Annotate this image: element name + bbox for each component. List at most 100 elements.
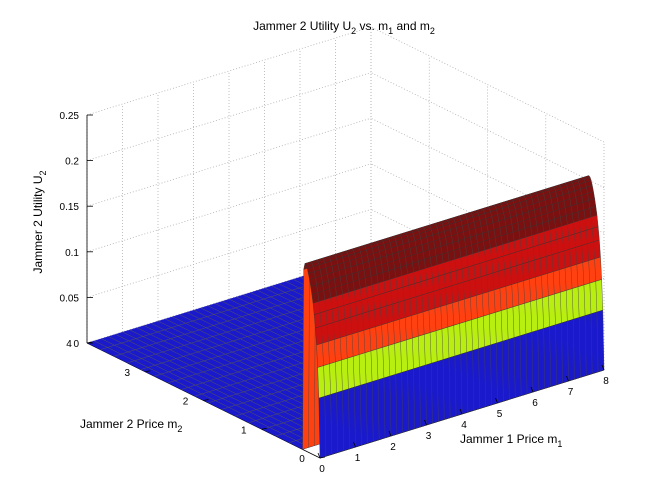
mesh-line [512, 306, 515, 338]
mesh-line [476, 235, 478, 244]
mesh-line [524, 228, 527, 238]
grid-line [370, 117, 605, 234]
mesh-line [577, 286, 580, 318]
mesh-line [441, 222, 444, 227]
mesh-line [562, 194, 565, 201]
mesh-line [352, 356, 355, 388]
mesh-line [390, 290, 393, 305]
mesh-line [444, 231, 446, 238]
z-ticks: 0 0.05 0.1 0.15 0.2 0.25 [60, 111, 93, 350]
x-tick [459, 408, 463, 415]
mesh-line [406, 233, 408, 238]
mesh-line [407, 370, 409, 431]
mesh-line [390, 247, 393, 254]
mesh-line [455, 270, 458, 285]
mesh-line [328, 256, 330, 258]
mesh-line [436, 361, 439, 422]
mesh-line [393, 235, 395, 238]
mesh-line [350, 317, 353, 335]
mesh-line [465, 321, 467, 353]
mesh-line [418, 230, 420, 234]
mesh-line [460, 257, 463, 269]
z-tick-label: 0 [73, 339, 79, 350]
mesh-line [555, 324, 557, 385]
mesh-line [334, 339, 336, 362]
mesh-line [396, 288, 399, 303]
mesh-line [343, 305, 346, 319]
mesh-line [350, 266, 353, 274]
mesh-line [428, 224, 431, 227]
mesh-line [580, 189, 582, 196]
mesh-line [567, 187, 569, 193]
mesh-line [572, 182, 574, 186]
mesh-line [319, 269, 322, 276]
mesh-line [555, 227, 557, 240]
mesh-line [495, 206, 497, 210]
mesh-line [342, 257, 345, 263]
mesh-line [452, 242, 455, 251]
mesh-line [403, 250, 406, 258]
mesh-line [415, 246, 418, 254]
mesh-line [339, 337, 342, 361]
mesh-line [558, 269, 561, 293]
mesh-line [548, 221, 550, 230]
mesh-line [411, 230, 413, 233]
mesh-line [354, 290, 356, 302]
mesh-line [587, 193, 589, 201]
mesh-line [586, 230, 588, 244]
y-tick [319, 456, 326, 459]
mesh-line [365, 383, 368, 444]
mesh-line [375, 326, 378, 350]
mesh-line [576, 264, 579, 287]
mesh-line [448, 357, 451, 418]
mesh-line [531, 198, 534, 204]
mesh-line [325, 267, 328, 275]
mesh-line [366, 249, 368, 256]
mesh-line [321, 275, 323, 283]
mesh-line [413, 368, 415, 429]
mesh-line [589, 283, 592, 314]
mesh-line [386, 306, 388, 324]
x-tick [495, 397, 498, 404]
z-tick-label: 0.2 [65, 157, 79, 168]
mesh-line [551, 204, 554, 212]
mesh-line [345, 275, 348, 284]
mesh-line [508, 205, 510, 212]
mesh-line [583, 284, 586, 316]
mesh-line [510, 267, 512, 285]
mesh-line [349, 303, 352, 318]
mesh-line [484, 213, 487, 219]
mesh-line [389, 242, 392, 248]
mesh-line [347, 358, 349, 389]
mesh-line [576, 179, 579, 181]
mesh-line [428, 249, 431, 258]
mesh-line [431, 266, 433, 279]
y-tick-label: 3 [124, 368, 130, 379]
mesh-line [358, 354, 361, 386]
mesh-line [472, 350, 475, 411]
mesh-line [453, 219, 456, 223]
mesh-line [401, 372, 404, 433]
mesh-line [338, 320, 341, 338]
mesh-line [584, 315, 587, 376]
mesh-line [596, 311, 599, 372]
mesh-line [355, 301, 357, 316]
mesh-line [497, 214, 500, 221]
mesh-line [456, 227, 458, 234]
mesh-line [503, 212, 505, 220]
mesh-line [567, 224, 569, 236]
mesh-line [473, 222, 476, 229]
mesh-line [406, 265, 408, 274]
mesh-line [564, 207, 567, 216]
mesh-line [357, 246, 360, 249]
mesh-line [385, 249, 387, 256]
mesh-line [335, 361, 337, 393]
mesh-line [308, 267, 310, 448]
mesh-line [414, 283, 417, 297]
mesh-line [420, 238, 423, 245]
mesh-line [435, 255, 438, 265]
mesh-line [388, 239, 391, 243]
mesh-line [568, 235, 570, 250]
y-tick [145, 370, 151, 373]
